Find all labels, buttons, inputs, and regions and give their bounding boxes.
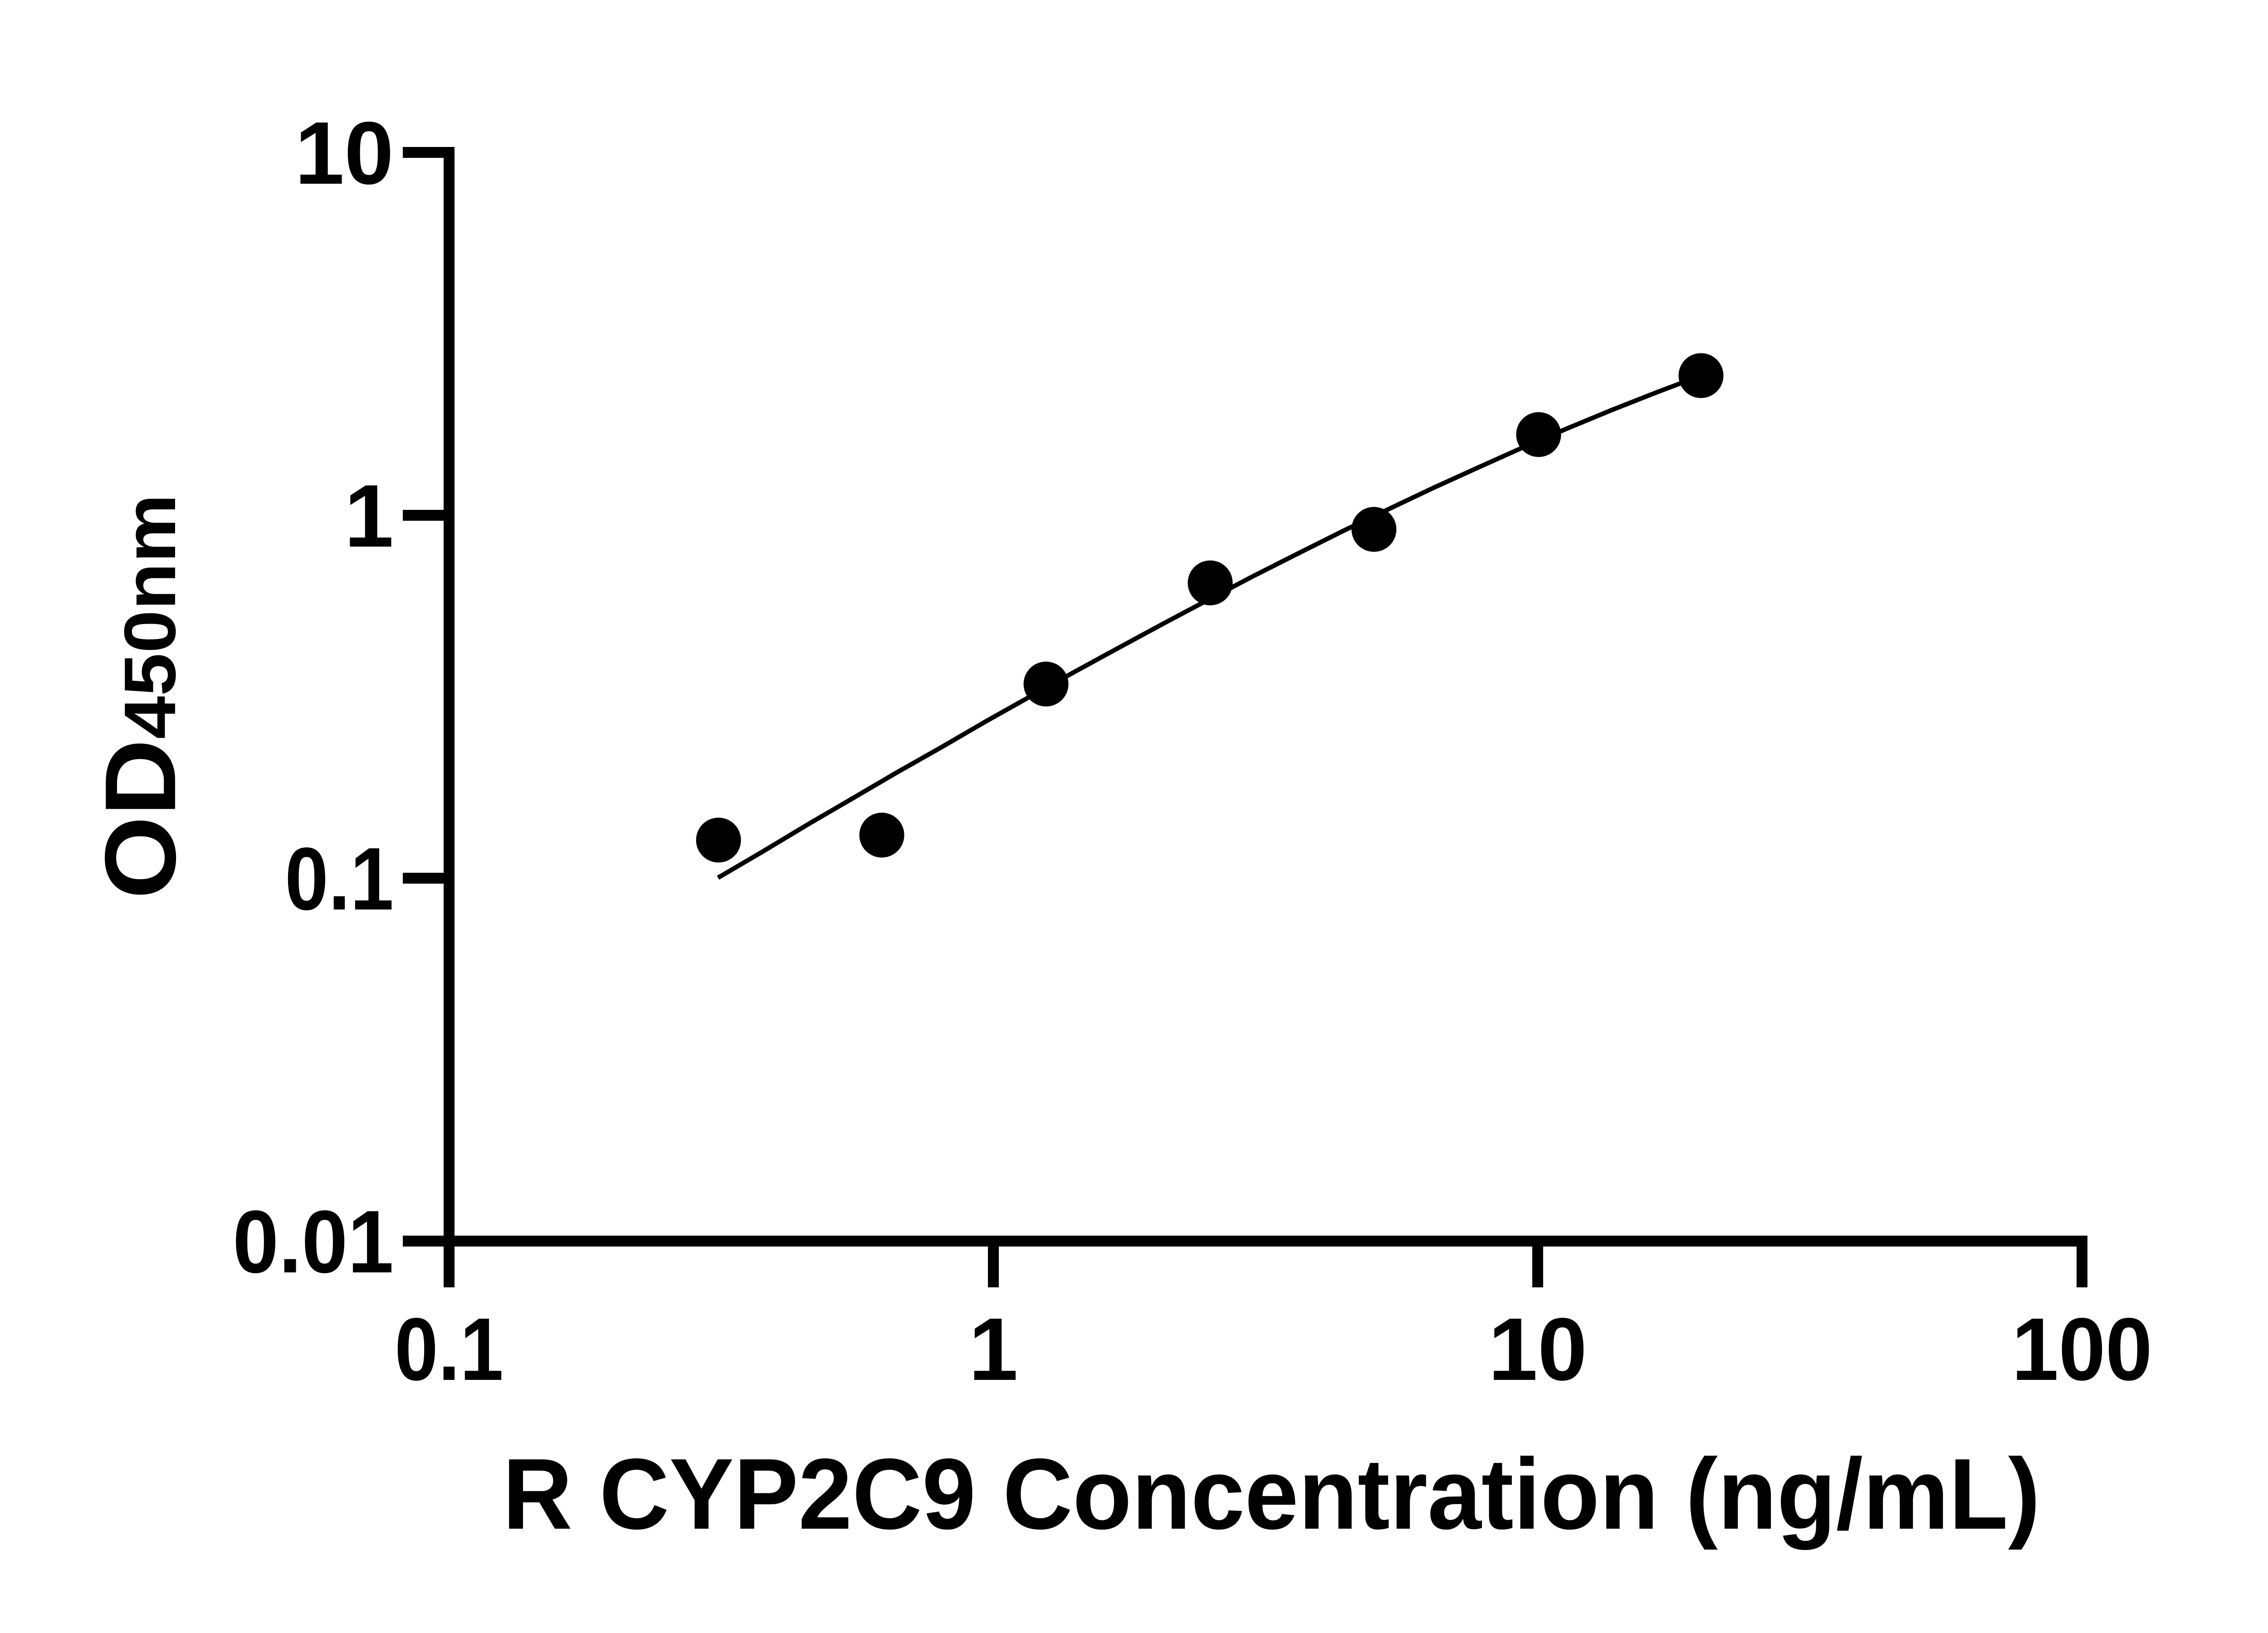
svg-text:R CYP2C9 Concentration (ng/mL): R CYP2C9 Concentration (ng/mL)	[503, 1438, 2040, 1550]
svg-text:10: 10	[1488, 1300, 1587, 1399]
svg-text:0.1: 0.1	[395, 1300, 503, 1399]
svg-text:1: 1	[968, 1300, 1018, 1399]
svg-text:0.1: 0.1	[285, 829, 394, 929]
svg-text:10: 10	[295, 103, 394, 203]
svg-text:1: 1	[344, 466, 394, 566]
svg-text:0.01: 0.01	[233, 1192, 394, 1291]
svg-text:100: 100	[2012, 1300, 2152, 1399]
